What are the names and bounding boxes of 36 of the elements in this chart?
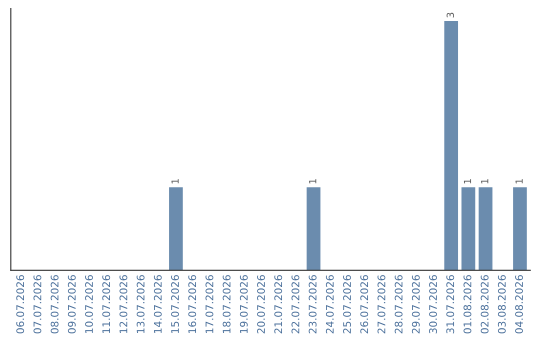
x-tick-label: 04.08.2026 (515, 275, 523, 334)
x-tick-label: 14.07.2026 (154, 275, 162, 333)
x-tick-label: 11.07.2026 (102, 275, 110, 333)
x-tick-label: 24.07.2026 (326, 275, 334, 334)
x-tick-label: 13.07.2026 (136, 275, 145, 333)
x-tick-label: 02.08.2026 (480, 275, 489, 334)
data-label: 1 (464, 179, 472, 184)
x-tick-label: 23.07.2026 (308, 275, 317, 334)
x-tick-label: 28.07.2026 (394, 275, 403, 334)
x-tick-label: 16.07.2026 (188, 275, 196, 333)
x-tick-label: 10.07.2026 (85, 275, 93, 333)
x-tick-label: 01.08.2026 (464, 275, 472, 334)
x-tick-label: 27.07.2026 (377, 275, 386, 334)
x-tick-label: 18.07.2026 (222, 275, 231, 333)
x-tick-label: 15.07.2026 (171, 275, 179, 333)
data-label: 1 (481, 179, 488, 184)
data-label: 3 (446, 12, 454, 18)
x-tick-label: 26.07.2026 (360, 275, 368, 334)
x-tick-label: 25.07.2026 (343, 275, 351, 334)
x-tick-label: 29.07.2026 (412, 275, 420, 334)
x-tick-label: 06.07.2026 (16, 275, 24, 334)
x-tick-label: 31.07.2026 (446, 275, 454, 334)
x-tick-label: 03.08.2026 (498, 275, 506, 334)
x-tick-label: 21.07.2026 (274, 275, 282, 334)
x-tick-label: 17.07.2026 (205, 275, 214, 333)
data-label: 1 (516, 179, 523, 184)
data-label: 1 (172, 179, 179, 184)
data-label: 1 (309, 179, 316, 184)
x-tick-label: 08.07.2026 (50, 275, 59, 334)
x-tick-label: 07.07.2026 (33, 275, 42, 334)
x-tick-label: 19.07.2026 (240, 275, 248, 333)
x-tick-label: 20.07.2026 (257, 275, 265, 334)
x-tick-label: 12.07.2026 (119, 275, 128, 333)
x-tick-label: 22.07.2026 (291, 275, 300, 334)
x-tick-label: 09.07.2026 (68, 275, 76, 334)
x-tick-label: 30.07.2026 (429, 275, 437, 334)
